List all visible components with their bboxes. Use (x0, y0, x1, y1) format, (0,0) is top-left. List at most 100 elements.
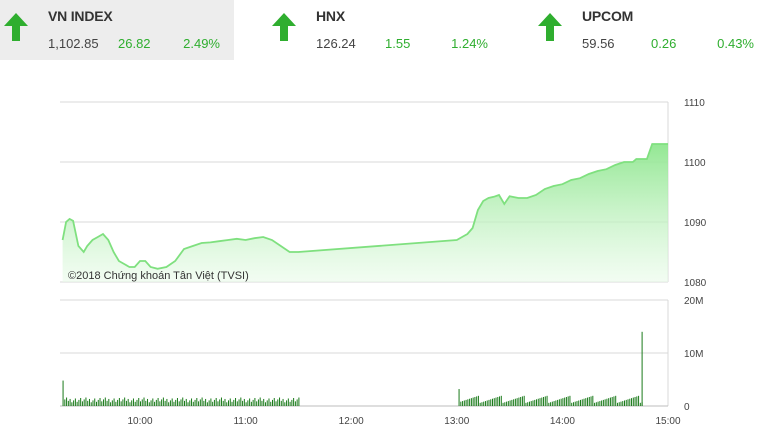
index-value: 1,102.85 (48, 36, 99, 51)
price-tick-label: 1080 (684, 278, 707, 289)
volume-bar (597, 401, 599, 406)
volume-bar (162, 397, 164, 406)
volume-bar (585, 398, 587, 406)
volume-bar (588, 396, 590, 406)
volume-bar (115, 401, 117, 406)
volume-bar (472, 397, 474, 406)
volume-bar (541, 397, 543, 406)
volume-bar (488, 399, 490, 406)
volume-bar (191, 398, 193, 406)
volume-bar (129, 402, 131, 406)
volume-bar (616, 402, 618, 406)
volume-bar (104, 397, 106, 406)
volume-bar (184, 400, 185, 406)
volume-bar (213, 399, 215, 406)
volume-bar (527, 402, 529, 406)
volume-bar (289, 401, 291, 406)
volume-bar (613, 396, 615, 406)
volume-bar (206, 402, 208, 406)
volume-bar (481, 402, 483, 406)
tab-vn-index[interactable]: VN INDEX 1,102.85 26.82 2.49% (0, 0, 234, 60)
volume-bar (226, 402, 228, 406)
volume-bar (161, 399, 163, 406)
volume-bar (602, 399, 604, 406)
volume-bar (140, 401, 141, 406)
volume-bar (66, 397, 68, 406)
index-percent: 1.24% (451, 36, 488, 51)
volume-bar (173, 401, 175, 406)
index-value: 126.24 (316, 36, 356, 51)
volume-bar (217, 401, 219, 406)
volume-bar (236, 401, 238, 406)
volume-bar (69, 398, 71, 406)
volume-bar (250, 401, 252, 406)
volume-bar (638, 395, 640, 406)
volume-bar (275, 401, 277, 406)
volume-bars (62, 331, 643, 406)
volume-bar (483, 401, 485, 406)
index-name: VN INDEX (48, 8, 113, 24)
volume-bar (611, 396, 613, 406)
index-name: HNX (316, 8, 345, 24)
volume-bar (560, 398, 562, 406)
volume-bar (530, 401, 532, 406)
volume-bar (113, 398, 115, 406)
volume-bar (569, 395, 571, 406)
index-change: 26.82 (118, 36, 151, 51)
tab-hnx[interactable]: HNX 126.24 1.55 1.24% (268, 0, 502, 60)
volume-bar (266, 400, 268, 406)
volume-bar (80, 397, 82, 406)
volume-bar (212, 401, 214, 406)
axis-labels: 1080 1090 1100 1110 0 10M 20M 10:00 11:00 12:00 13… (127, 98, 706, 427)
volume-bar (567, 396, 569, 406)
volume-bar (282, 398, 284, 406)
time-tick-label: 11:00 (233, 416, 258, 427)
volume-bar (155, 399, 157, 406)
volume-bar (507, 401, 509, 406)
volume-bar (67, 400, 69, 406)
volume-bar (152, 398, 154, 406)
tab-upcom[interactable]: UPCOM 59.56 0.26 0.43% (534, 0, 768, 60)
volume-bar (76, 401, 78, 406)
volume-bar (462, 401, 464, 406)
copyright-watermark: ©2018 Chứng khoán Tân Việt (TVSI) (68, 270, 249, 282)
volume-bar (470, 398, 472, 406)
volume-bar (513, 399, 515, 406)
volume-bar (122, 399, 124, 406)
volume-bar (595, 402, 597, 406)
volume-bar (506, 401, 508, 406)
volume-bar (247, 400, 249, 406)
volume-bar (500, 395, 502, 406)
volume-bar (132, 398, 134, 406)
volume-bar (71, 402, 73, 406)
volume-bar (192, 401, 194, 406)
volume-bar (537, 398, 539, 406)
volume-bar (97, 399, 99, 406)
price-tick-label: 1090 (684, 218, 707, 229)
volume-bar (143, 397, 145, 406)
volume-bar (523, 395, 525, 406)
volume-bar (553, 401, 555, 406)
volume-bar (460, 401, 462, 406)
volume-bar (599, 401, 601, 406)
volume-bar (261, 400, 263, 406)
volume-bar (187, 402, 189, 406)
index-change: 0.26 (651, 36, 677, 51)
volume-bar (245, 402, 247, 406)
volume-bar (182, 397, 184, 406)
volume-bar (631, 398, 633, 406)
volume-bar (145, 400, 147, 406)
volume-bar (277, 399, 279, 406)
volume-bar (546, 395, 548, 406)
volume-bar (199, 399, 201, 406)
volume-bar (273, 397, 275, 406)
volume-bar (136, 399, 138, 406)
volume-bar (229, 398, 231, 406)
volume-bar (298, 397, 300, 406)
volume-bar (196, 397, 198, 406)
volume-bar (477, 395, 479, 406)
volume-bar (525, 402, 527, 406)
volume-bar (279, 397, 281, 406)
volume-bar (632, 397, 634, 406)
time-tick-label: 12:00 (339, 416, 364, 427)
